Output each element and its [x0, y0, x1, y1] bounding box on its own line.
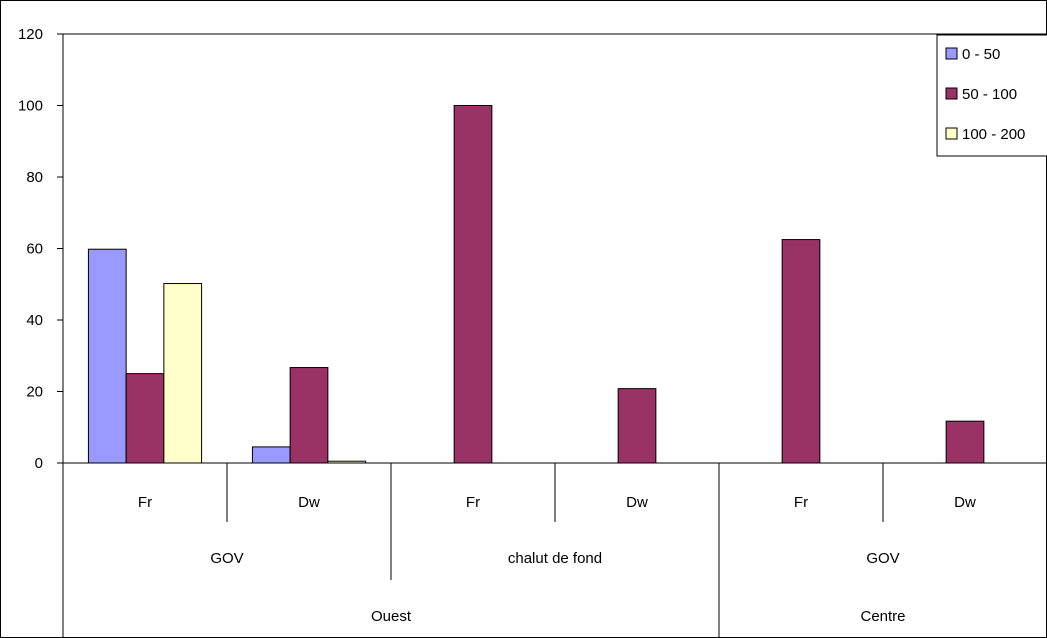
- y-axis: 0 20 40 60 80 100 120: [18, 26, 1047, 472]
- legend-swatch: [945, 47, 958, 60]
- x-region-label: Centre: [860, 608, 905, 625]
- x-category-label: Dw: [298, 494, 320, 511]
- bars: [87, 105, 985, 464]
- bar-50-100-3: [617, 388, 657, 464]
- bar-0-50-0: [87, 248, 127, 464]
- bar-50-100-2: [453, 105, 493, 464]
- legend-label: 100 - 200: [962, 126, 1025, 143]
- x-category-label: Dw: [626, 494, 648, 511]
- bar-50-100-5: [945, 420, 985, 464]
- legend-label: 50 - 100: [962, 86, 1017, 103]
- bar-0-50-1: [251, 446, 291, 464]
- bar-50-100-1: [289, 367, 329, 464]
- x-region-label: Ouest: [371, 608, 412, 625]
- legend-swatch: [945, 127, 958, 140]
- y-tick-label: 60: [26, 241, 43, 258]
- x-category-label: Fr: [794, 494, 808, 511]
- bar-100-200-0: [163, 283, 203, 464]
- x-category-label: Dw: [954, 494, 976, 511]
- x-axis: Fr Dw Fr Dw Fr Dw GOV chalut de fond GOV Ouest Cen…: [62, 462, 1047, 638]
- legend-swatch: [945, 87, 958, 100]
- y-tick-label: 20: [26, 384, 43, 401]
- bar-50-100-0: [125, 373, 165, 464]
- x-group-label: GOV: [866, 550, 899, 567]
- x-category-label: Fr: [138, 494, 152, 511]
- y-tick-label: 100: [18, 98, 43, 115]
- legend: 0 - 50 50 - 100 100 - 200: [936, 34, 1047, 157]
- y-tick-label: 0: [35, 455, 43, 472]
- bar-50-100-4: [781, 239, 821, 464]
- legend-label: 0 - 50: [962, 46, 1000, 63]
- x-category-label: Fr: [466, 494, 480, 511]
- y-tick-label: 80: [26, 169, 43, 186]
- y-tick-label: 120: [18, 26, 43, 43]
- x-group-label: GOV: [210, 550, 243, 567]
- x-group-label: chalut de fond: [508, 550, 602, 567]
- y-tick-label: 40: [26, 312, 43, 329]
